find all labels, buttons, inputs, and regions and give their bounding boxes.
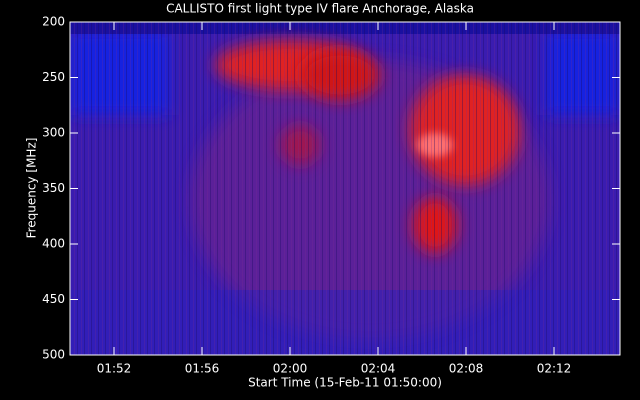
- x-tick-label: 01:52: [97, 362, 132, 376]
- x-tick-label: 01:56: [185, 362, 220, 376]
- y-axis-label: Frequency [MHz]: [25, 138, 39, 239]
- x-tick-label: 02:12: [537, 362, 572, 376]
- chart-title: CALLISTO first light type IV flare Ancho…: [166, 2, 474, 16]
- y-tick-label: 200: [42, 15, 65, 29]
- plot-frame: [69, 21, 621, 356]
- x-tick-label: 02:04: [361, 362, 396, 376]
- x-tick-label: 02:08: [449, 362, 484, 376]
- x-tick-label: 02:00: [273, 362, 308, 376]
- y-tick-label: 400: [42, 237, 65, 251]
- y-tick-label: 500: [42, 348, 65, 362]
- y-tick-label: 250: [42, 70, 65, 84]
- x-axis-label: Start Time (15-Feb-11 01:50:00): [248, 376, 442, 390]
- spectrogram: [70, 22, 620, 355]
- y-tick-label: 300: [42, 126, 65, 140]
- y-tick-label: 450: [42, 292, 65, 306]
- y-tick-label: 350: [42, 181, 65, 195]
